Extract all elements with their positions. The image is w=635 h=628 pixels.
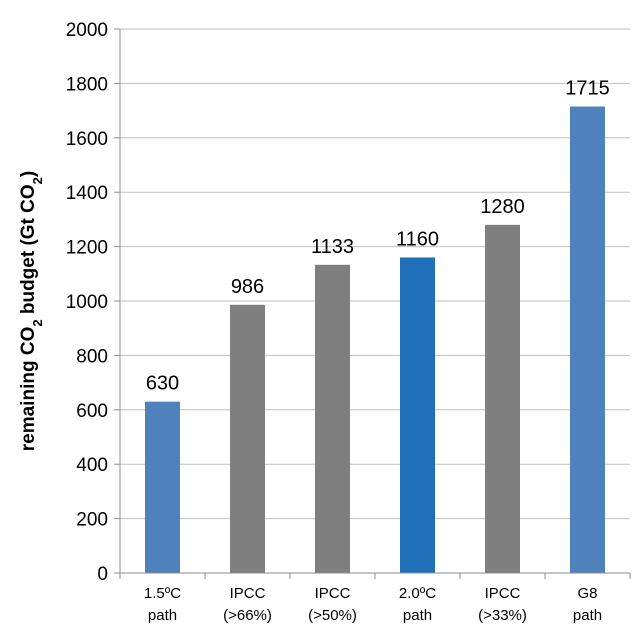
- bar: [570, 106, 605, 574]
- y-tick-label: 2000: [66, 20, 108, 41]
- y-axis-label-subscript: 2: [30, 319, 45, 326]
- category-label: G8: [577, 585, 597, 602]
- bar: [315, 264, 350, 573]
- bar: [400, 257, 435, 573]
- data-label: 1715: [565, 78, 610, 100]
- axes: [114, 28, 631, 579]
- y-tick-label: 1000: [66, 292, 108, 313]
- y-tick-label: 600: [76, 401, 108, 422]
- category-label: IPCC: [315, 585, 351, 602]
- y-tick-label: 400: [76, 455, 108, 476]
- y-tick-label: 1600: [66, 129, 108, 150]
- category-label: IPCC: [230, 585, 266, 602]
- y-axis-label-part: remaining CO: [18, 327, 39, 452]
- y-axis-label-subscript: 2: [30, 177, 45, 184]
- data-label: 986: [231, 276, 264, 298]
- category-label: (>50%): [308, 607, 357, 624]
- data-label: 1280: [480, 196, 525, 218]
- data-label: 630: [146, 373, 179, 395]
- data-labels: 630 986 1133 1160 1280 1715: [146, 78, 610, 395]
- category-label: path: [573, 607, 602, 624]
- bar: [145, 401, 180, 573]
- bar: [485, 224, 520, 573]
- bar: [230, 304, 265, 573]
- y-tick-label: 0: [97, 564, 108, 585]
- x-category-labels: 1.5ºC path IPCC (>66%) IPCC (>50%) 2.0ºC path IP…: [144, 585, 602, 624]
- y-tick-label: 1800: [66, 74, 108, 95]
- data-label: 1160: [396, 228, 439, 250]
- gridlines: [120, 28, 630, 520]
- y-axis-label-part: budget (Gt CO: [18, 184, 39, 319]
- y-tick-label: 800: [76, 346, 108, 367]
- y-tick-label: 200: [76, 510, 108, 531]
- category-label: 1.5ºC: [144, 585, 181, 602]
- y-tick-labels: 0 200 400 600 800 1000 1200 1400 1600 1800 2000: [66, 20, 108, 585]
- data-label: 1133: [311, 236, 354, 258]
- y-axis-label-part: ): [18, 171, 39, 177]
- bars: [145, 106, 605, 574]
- category-label: IPCC: [485, 585, 521, 602]
- category-label: (>66%): [223, 607, 272, 624]
- y-tick-label: 1200: [66, 238, 108, 259]
- category-label: path: [148, 607, 177, 624]
- category-label: (>33%): [478, 607, 527, 624]
- y-tick-label: 1400: [66, 183, 108, 204]
- y-axis-label: remaining CO2 budget (Gt CO2): [18, 171, 45, 451]
- category-label: 2.0ºC: [399, 585, 436, 602]
- category-label: path: [403, 607, 432, 624]
